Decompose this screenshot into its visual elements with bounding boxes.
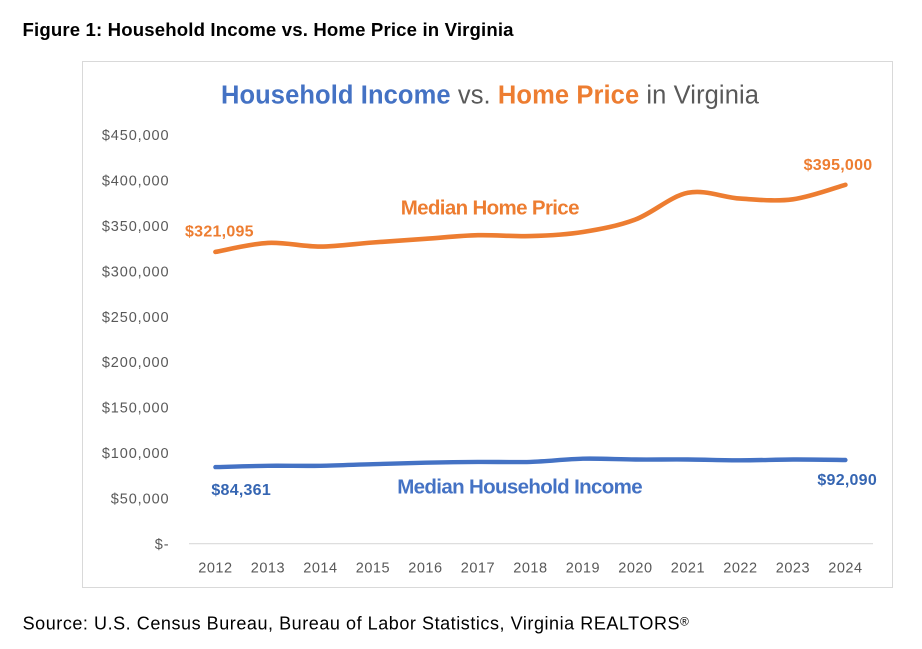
svg-text:$50,000: $50,000 <box>111 492 170 508</box>
svg-text:$-: $- <box>155 537 170 553</box>
svg-text:2015: 2015 <box>356 561 390 577</box>
svg-text:$300,000: $300,000 <box>102 264 170 280</box>
svg-text:$100,000: $100,000 <box>102 446 170 462</box>
svg-text:2024: 2024 <box>828 561 862 577</box>
svg-text:$321,095: $321,095 <box>185 223 254 240</box>
svg-text:2018: 2018 <box>513 561 547 577</box>
svg-text:$350,000: $350,000 <box>102 219 170 235</box>
svg-text:2013: 2013 <box>251 561 285 577</box>
svg-text:$250,000: $250,000 <box>102 310 170 326</box>
svg-text:$150,000: $150,000 <box>102 401 170 417</box>
svg-text:$92,090: $92,090 <box>817 472 877 489</box>
svg-text:2012: 2012 <box>198 561 232 577</box>
svg-text:Source: U.S. Census Bureau, Bu: Source: U.S. Census Bureau, Bureau of La… <box>23 613 690 633</box>
svg-text:2014: 2014 <box>303 561 337 577</box>
svg-text:Median Household Income: Median Household Income <box>397 476 642 499</box>
svg-text:2023: 2023 <box>776 561 810 577</box>
svg-text:2020: 2020 <box>618 561 652 577</box>
svg-text:2021: 2021 <box>671 561 705 577</box>
svg-text:2016: 2016 <box>408 561 442 577</box>
svg-text:Median Home Price: Median Home Price <box>401 196 579 219</box>
svg-text:$200,000: $200,000 <box>102 355 170 371</box>
svg-text:2022: 2022 <box>723 561 757 577</box>
svg-text:Household Income vs. Home Pric: Household Income vs. Home Price in Virgi… <box>221 81 760 109</box>
svg-text:Figure 1: Household Income vs.: Figure 1: Household Income vs. Home Pric… <box>23 19 515 40</box>
svg-text:$84,361: $84,361 <box>211 482 271 499</box>
svg-text:2019: 2019 <box>566 561 600 577</box>
svg-text:2017: 2017 <box>461 561 495 577</box>
svg-text:$395,000: $395,000 <box>804 157 873 174</box>
svg-text:$400,000: $400,000 <box>102 174 170 190</box>
svg-text:$450,000: $450,000 <box>102 128 170 144</box>
